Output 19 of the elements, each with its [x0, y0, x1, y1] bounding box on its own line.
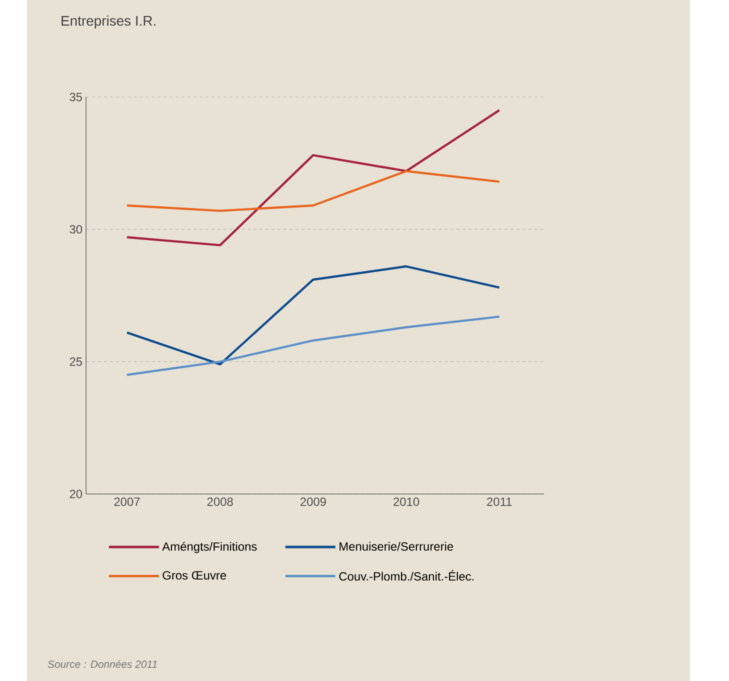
legend-label: Améngts/Finitions	[162, 542, 257, 554]
y-tick-label: 35	[70, 92, 82, 102]
line-series	[126, 109, 500, 246]
x-tick-label: 2008	[207, 498, 233, 506]
text: Source : Données 2011	[48, 660, 157, 668]
line-series	[126, 170, 500, 212]
chart-title: Entreprises I.R.	[62, 15, 156, 28]
legend-label: Couv.-Plomb./Sanit.-Élec.	[339, 570, 474, 581]
y-tick-label: 30	[70, 225, 82, 234]
x-tick-label: 2007	[114, 498, 140, 506]
line-series	[126, 265, 500, 366]
x-tick-label: 2010	[394, 498, 420, 506]
x-tick-label: 2011	[487, 498, 512, 506]
line-series	[126, 316, 500, 376]
legend-label: Gros Œuvre	[162, 571, 226, 580]
y-tick-label: 20	[70, 490, 82, 498]
legend-label: Menuiserie/Serrurerie	[340, 542, 454, 551]
y-tick-label: 25	[70, 357, 82, 366]
x-tick-label: 2009	[300, 498, 326, 506]
